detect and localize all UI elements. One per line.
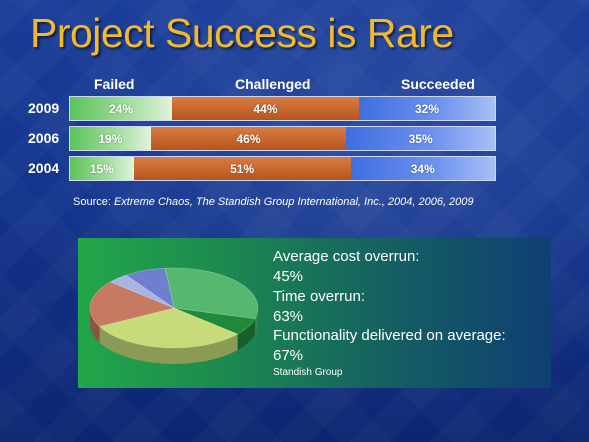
cost-overrun-value: 45% [273, 268, 304, 285]
legend-succeeded: Succeeded [401, 76, 475, 92]
time-overrun-value: 63% [273, 308, 304, 325]
bar-segment-challenged: 44% [172, 97, 359, 120]
source-prefix: Source: [73, 196, 114, 208]
source-citation: Source: Extreme Chaos, The Standish Grou… [73, 196, 474, 208]
bar-segment-challenged: 51% [133, 157, 351, 180]
bar-row: 15% 51% 34% [69, 156, 496, 181]
data-label: 32% [414, 101, 440, 116]
pie-slice [173, 307, 256, 335]
data-label: 35% [408, 131, 433, 146]
legend-failed: Failed [94, 76, 135, 92]
bar-segment-failed: 24% [70, 97, 172, 120]
bar-segment-failed: 19% [70, 127, 151, 150]
pie-slice [98, 307, 239, 349]
data-label: 44% [253, 101, 278, 116]
data-label: 34% [410, 161, 435, 176]
pie-slice [89, 281, 175, 327]
bar-row: 19% 46% 35% [69, 126, 496, 151]
year-label: 2004 [28, 160, 60, 176]
pie-slice-side [99, 326, 238, 364]
data-label: 46% [236, 131, 261, 146]
functionality-value: 67% [273, 347, 304, 364]
data-label: 15% [89, 161, 114, 176]
bar-segment-challenged: 46% [150, 127, 347, 150]
cost-overrun-label: Average cost overrun: [273, 248, 420, 265]
bar-segment-failed: 15% [70, 157, 134, 180]
pie-slice-side [254, 308, 258, 335]
bar-row: 24% 44% 32% [69, 96, 496, 121]
pie-slice-side [90, 308, 100, 343]
pie-slice-side [237, 318, 255, 351]
data-label: 24% [108, 101, 134, 116]
bar-segment-succeeded: 34% [350, 157, 495, 180]
year-label: 2006 [28, 130, 60, 146]
legend-challenged: Challenged [235, 76, 311, 92]
standish-credit: Standish Group [273, 367, 343, 378]
bar-segment-succeeded: 35% [346, 127, 495, 150]
time-overrun-label: Time overrun: [273, 288, 365, 305]
pie-slice [125, 267, 175, 309]
pie-chart [89, 267, 259, 364]
pie-slice [109, 274, 175, 309]
data-label: 19% [98, 131, 123, 146]
slide-title: Project Success is Rare [30, 10, 454, 56]
bar-segment-succeeded: 32% [359, 97, 495, 120]
data-label: 51% [230, 161, 255, 176]
source-title: Extreme Chaos, The Standish Group Intern… [113, 196, 474, 208]
pie-slice [164, 267, 259, 320]
pie-panel: Average cost overrun: 45% Time overrun: … [78, 238, 551, 388]
year-label: 2009 [28, 100, 60, 116]
functionality-label: Functionality delivered on average: [273, 327, 506, 344]
